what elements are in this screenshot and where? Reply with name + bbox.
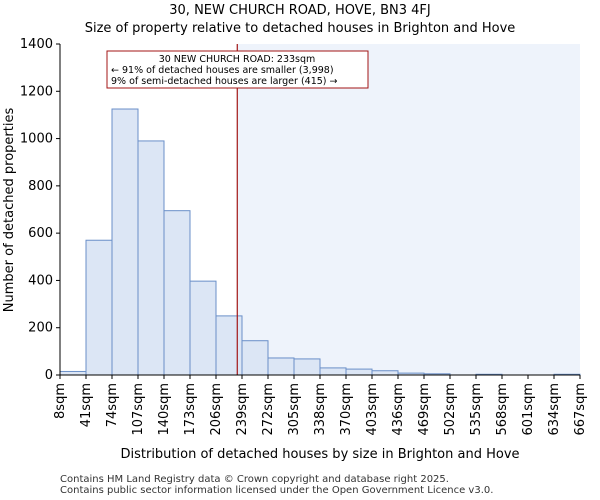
x-tick-label: 568sqm (495, 383, 510, 436)
x-tick-label: 173sqm (183, 383, 198, 436)
x-tick-labels: 8sqm 41sqm 74sqm 107sqm 140sqm 173sqm 206sqm 23… (53, 375, 588, 436)
annotation-box (106, 50, 369, 89)
x-tick-label: 41sqm (79, 383, 94, 427)
marker-annotation: 30 NEW CHURCH ROAD: 233sqm ← 91% of deta… (106, 50, 369, 89)
x-axis-label: Distribution of detached houses by size … (120, 447, 519, 462)
bar-370sqm (345, 368, 373, 376)
x-tick-label: 634sqm (547, 383, 562, 436)
y-tick-label: 800 (28, 179, 53, 194)
chart-subtitle: Size of property relative to detached ho… (85, 21, 516, 36)
bars (59, 108, 581, 376)
x-tick-label: 436sqm (391, 383, 406, 436)
bar-338sqm (319, 367, 347, 376)
x-tick-label: 305sqm (287, 383, 302, 436)
bar-206sqm (215, 315, 243, 376)
y-tick-label: 400 (28, 273, 53, 288)
bar-305sqm (293, 358, 321, 376)
y-axis-label: Number of detached properties (2, 108, 17, 313)
highlight-region (237, 44, 581, 375)
bar-107sqm (137, 140, 165, 376)
x-tick-label: 140sqm (157, 383, 172, 436)
y-tick-label: 600 (28, 226, 53, 241)
y-tick-label: 1000 (20, 132, 53, 147)
x-tick-label: 206sqm (209, 383, 224, 436)
x-tick-label: 667sqm (573, 383, 588, 436)
chart-title: 30, NEW CHURCH ROAD, HOVE, BN3 4FJ (169, 3, 430, 18)
x-tick-label: 74sqm (105, 383, 120, 427)
y-tick-label: 200 (28, 321, 53, 336)
x-tick-label: 8sqm (53, 383, 68, 419)
annotation-line-1: 30 NEW CHURCH ROAD: 233sqm (159, 54, 316, 65)
x-tick-label: 107sqm (131, 383, 146, 436)
bar-140sqm (163, 210, 191, 376)
x-tick-label: 502sqm (443, 383, 458, 436)
bar-8sqm (59, 370, 87, 376)
y-tick-label: 1400 (20, 37, 53, 52)
x-tick-label: 338sqm (313, 383, 328, 436)
bar-41sqm (85, 239, 113, 376)
bar-403sqm (371, 370, 399, 376)
annotation-line-3: 9% of semi-detached houses are larger (4… (111, 76, 338, 87)
bar-239sqm (241, 340, 269, 376)
x-tick-label: 272sqm (261, 383, 276, 436)
x-tick-label: 239sqm (235, 383, 250, 436)
footer-licence: Contains public sector information licen… (60, 485, 494, 496)
annotation-line-2: ← 91% of detached houses are smaller (3,… (111, 65, 334, 76)
x-tick-label: 535sqm (469, 383, 484, 436)
x-tick-label: 601sqm (521, 383, 536, 436)
x-tick-label: 469sqm (417, 383, 432, 436)
x-tick-label: 403sqm (365, 383, 380, 436)
y-tick-label: 0 (45, 368, 53, 383)
bar-173sqm (189, 280, 217, 376)
bar-272sqm (267, 357, 295, 376)
footer-copyright: Contains HM Land Registry data © Crown c… (60, 474, 449, 485)
y-tick-label: 1200 (20, 84, 53, 99)
bar-74sqm (111, 108, 139, 376)
x-tick-label: 370sqm (339, 383, 354, 436)
y-tick-labels: 0 200 400 600 800 1000 1200 1400 (20, 37, 60, 383)
